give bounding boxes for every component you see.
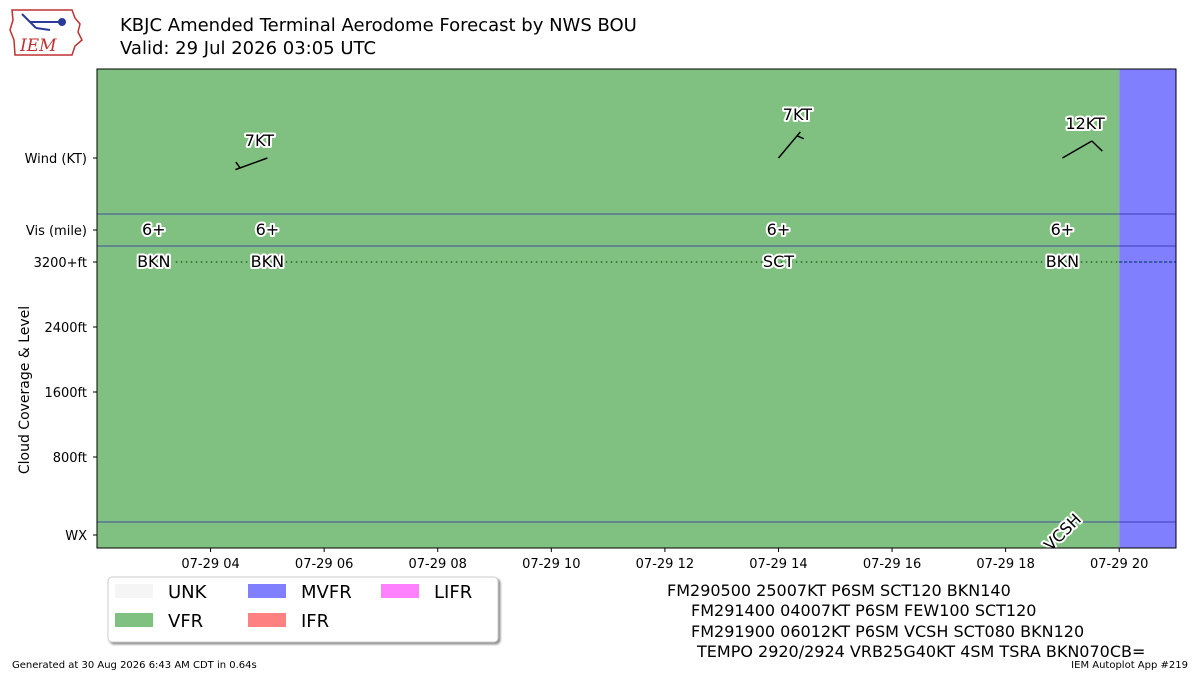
taf-line: FM291400 04007KT P6SM FEW100 SCT120: [691, 601, 1036, 620]
x-tick-label: 07-29 18: [976, 557, 1034, 572]
x-tick-label: 07-29 16: [863, 557, 921, 572]
svg-text:12KT: 12KT: [1065, 114, 1105, 133]
svg-text:BKN: BKN: [251, 252, 284, 271]
svg-text:7KT: 7KT: [783, 105, 812, 124]
x-tick-label: 07-29 12: [636, 557, 694, 572]
svg-text:7KT: 7KT: [245, 131, 274, 150]
svg-text:6+: 6+: [767, 220, 791, 239]
visibility-label: 6+6+: [254, 218, 282, 241]
y-tick-label: Wind (KT): [25, 152, 87, 167]
weather-station-icon: [21, 13, 66, 31]
x-tick-label: 07-29 10: [522, 557, 580, 572]
category-band-vfr: [97, 69, 1120, 548]
svg-text:SCT: SCT: [763, 252, 794, 271]
svg-text:BKN: BKN: [137, 252, 170, 271]
svg-text:6+: 6+: [767, 220, 791, 239]
app-credit: IEM Autoplot App #219: [1071, 660, 1188, 671]
y-tick-label: Vis (mile): [26, 224, 87, 239]
valid-time: Valid: 29 Jul 2026 03:05 UTC: [120, 38, 376, 59]
svg-text:7KT: 7KT: [245, 131, 274, 150]
legend-label: LIFR: [434, 582, 472, 603]
legend-swatch: [248, 584, 286, 598]
svg-text:6+: 6+: [1051, 220, 1075, 239]
legend-item: LIFR: [381, 582, 472, 603]
svg-text:12KT: 12KT: [1065, 114, 1105, 133]
chart-title: KBJC Amended Terminal Aerodome Forecast …: [120, 15, 637, 36]
svg-text:6+: 6+: [256, 220, 280, 239]
legend-label: IFR: [301, 611, 329, 632]
svg-text:7KT: 7KT: [783, 105, 812, 124]
legend-item: IFR: [248, 611, 329, 632]
plot-frame: [96, 68, 1177, 549]
taf-line: FM291900 06012KT P6SM VCSH SCT080 BKN120: [691, 622, 1084, 641]
legend-swatch: [381, 584, 419, 598]
y-axis: Wind (KT) Vis (mile) 3200+ft 2400ft 1600ft 80…: [25, 152, 97, 544]
y-tick-label: 3200+ft: [34, 256, 87, 271]
wind-barb: [235, 157, 268, 171]
x-axis: 07-29 04 07-29 06 07-29 08 07-29 10 07-29 12…: [181, 548, 1148, 572]
legend-label: UNK: [168, 582, 208, 603]
legend-item: UNK: [115, 582, 208, 603]
iem-logo: IEM: [9, 9, 83, 56]
x-tick-label: 07-29 08: [409, 557, 467, 572]
svg-text:SCT: SCT: [763, 252, 794, 271]
legend-swatch: [248, 613, 286, 627]
taf-line: TEMPO 2920/2924 VRB25G40KT 4SM TSRA BKN0…: [696, 642, 1145, 661]
legend-swatch: [115, 584, 153, 598]
y-tick-label: 800ft: [53, 451, 87, 466]
svg-text:6+: 6+: [142, 220, 166, 239]
x-tick-label: 07-29 06: [295, 557, 353, 572]
legend: UNK VFR MVFR IFR LIFR: [107, 576, 499, 643]
x-tick-label: 07-29 04: [181, 557, 239, 572]
generated-note: Generated at 30 Aug 2026 6:43 AM CDT in …: [12, 660, 257, 671]
legend-item: MVFR: [248, 582, 352, 603]
y-tick-label: WX: [65, 529, 87, 544]
wind-barb: [1062, 140, 1103, 159]
x-tick-label: 07-29 14: [749, 557, 807, 572]
taf-text-block: FM290500 25007KT P6SM SCT120 BKN140 FM29…: [667, 581, 1145, 661]
y-tick-label: 2400ft: [44, 321, 87, 336]
svg-text:6+: 6+: [256, 220, 280, 239]
legend-swatch: [115, 613, 153, 627]
taf-line: FM290500 25007KT P6SM SCT120 BKN140: [667, 581, 1011, 600]
y-axis-label: Cloud Coverage & Level: [17, 306, 33, 474]
visibility-label: 6+6+: [140, 218, 168, 241]
svg-text:6+: 6+: [142, 220, 166, 239]
svg-text:BKN: BKN: [1046, 252, 1079, 271]
logo-text: IEM: [19, 36, 57, 56]
svg-text:6+: 6+: [1051, 220, 1075, 239]
svg-text:BKN: BKN: [137, 252, 170, 271]
visibility-label: 6+6+: [765, 218, 793, 241]
svg-text:BKN: BKN: [1046, 252, 1079, 271]
legend-item: VFR: [115, 611, 203, 632]
legend-label: VFR: [168, 611, 203, 632]
y-tick-label: 1600ft: [44, 386, 87, 401]
legend-label: MVFR: [301, 582, 352, 603]
category-band-mvfr: [1119, 69, 1176, 548]
wind-barb: [777, 131, 805, 159]
visibility-label: 6+6+: [1049, 218, 1077, 241]
x-tick-label: 07-29 20: [1090, 557, 1148, 572]
svg-text:BKN: BKN: [251, 252, 284, 271]
